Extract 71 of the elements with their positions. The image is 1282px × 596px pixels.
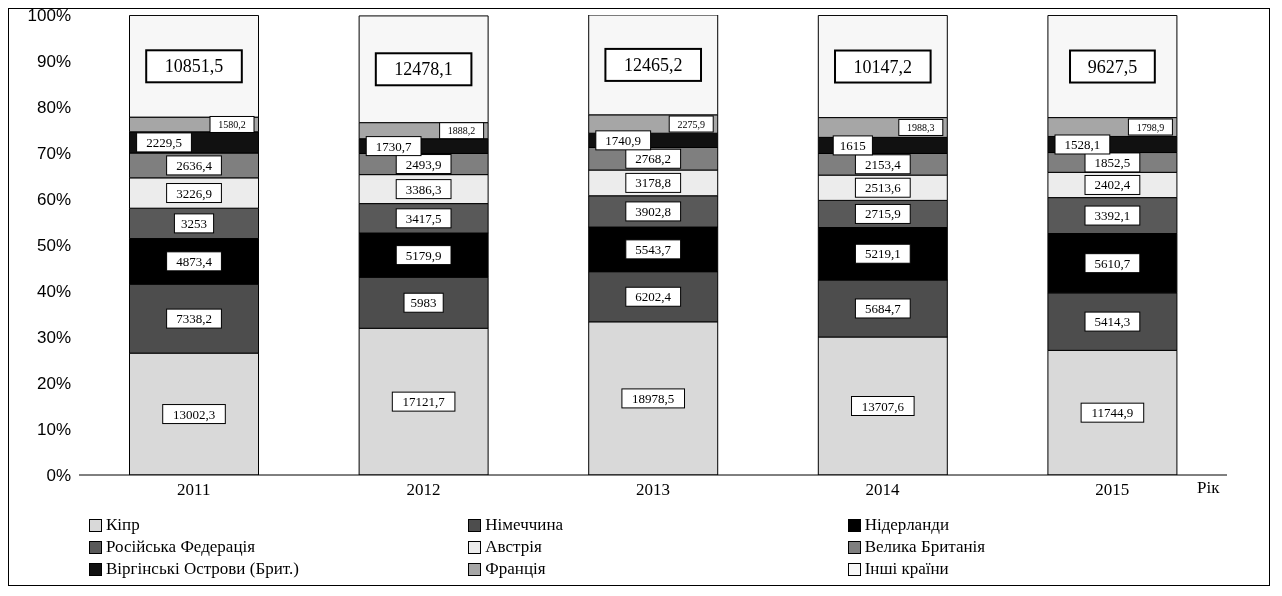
y-tick-label: 70% (36, 144, 71, 164)
legend-label: Німеччина (485, 515, 564, 535)
annotation: 9627,5 (1087, 56, 1138, 77)
annotation: 2636,4 (176, 157, 213, 173)
legend-label: Нідерланди (864, 515, 950, 535)
annotation: 2402,4 (1094, 177, 1131, 193)
annotation: 1740,9 (605, 132, 642, 148)
y-tick-label: 20% (36, 374, 71, 394)
x-tick-label: 2012 (406, 480, 441, 500)
annotation: 7338,2 (176, 311, 212, 327)
annotation: 3902,8 (635, 203, 672, 219)
legend-label: Велика Британія (864, 537, 986, 557)
annotation: 3178,8 (635, 175, 672, 191)
annotation: 2493,9 (405, 156, 442, 172)
annotation: 5219,1 (864, 246, 901, 262)
annotation: 1528,1 (1064, 136, 1101, 152)
x-tick-label: 2015 (1095, 480, 1130, 500)
annotation: 3386,3 (405, 181, 442, 197)
annotation: 3226,9 (176, 185, 212, 201)
annotation: 12465,2 (623, 54, 683, 75)
annotation: 1988,3 (907, 121, 935, 133)
annotation: 2229,5 (146, 134, 182, 150)
annotation: 5414,3 (1094, 314, 1131, 330)
legend-label: Віргінські Острови (Брит.) (106, 559, 299, 579)
legend-label: Кіпр (106, 515, 140, 535)
annotation: 2275,9 (677, 118, 705, 130)
legend-label: Австрія (485, 537, 542, 557)
y-tick-label: 10% (36, 420, 71, 440)
annotation: 3417,5 (405, 210, 442, 226)
annotation: 5543,7 (635, 241, 672, 257)
annotation: 10147,2 (853, 56, 913, 77)
annotation: 5179,9 (405, 247, 442, 263)
annotation: 1798,9 (1136, 121, 1165, 133)
annotation: 2513,6 (864, 180, 902, 196)
y-tick-label: 40% (36, 282, 71, 302)
y-tick-label: 80% (36, 98, 71, 118)
x-tick-label: 2014 (865, 480, 901, 500)
annotation: 2153,4 (864, 156, 902, 172)
annotation: 1615 (839, 137, 866, 153)
annotation: 6202,4 (635, 289, 672, 305)
legend-label: Франція (485, 559, 546, 579)
annotation: 13707,6 (861, 398, 905, 414)
annotation: 1888,2 (447, 125, 476, 137)
y-tick-label: 90% (36, 52, 71, 72)
y-tick-label: 60% (36, 190, 71, 210)
annotation: 10851,5 (164, 56, 224, 77)
annotation: 1730,7 (375, 138, 412, 154)
y-tick-label: 50% (36, 236, 71, 256)
annotation: 11744,9 (1091, 405, 1134, 421)
annotation: 2715,9 (864, 206, 901, 222)
x-tick-label: 2013 (636, 480, 670, 500)
annotation: 17121,7 (402, 394, 446, 410)
y-tick-label: 0% (46, 466, 71, 486)
legend-label: Російська Федерація (106, 537, 256, 557)
annotation: 1852,5 (1094, 154, 1131, 170)
annotation: 5684,7 (864, 300, 902, 316)
annotation: 2768,2 (635, 151, 672, 167)
annotation: 5983 (410, 295, 437, 311)
y-tick-label: 30% (36, 328, 71, 348)
y-tick-label: 100% (27, 6, 71, 26)
x-axis-title: Рік (1197, 478, 1221, 498)
annotation: 12478,1 (394, 59, 453, 80)
annotation: 1580,2 (218, 118, 246, 130)
annotation: 4873,4 (176, 253, 213, 269)
annotation: 13002,3 (172, 406, 216, 422)
x-tick-label: 2011 (177, 480, 211, 500)
annotation: 3253 (181, 215, 208, 231)
annotation: 18978,5 (632, 390, 675, 406)
annotation: 5610,7 (1094, 255, 1131, 271)
annotation: 3392,1 (1094, 208, 1131, 224)
legend-label: Інші країни (864, 559, 949, 579)
